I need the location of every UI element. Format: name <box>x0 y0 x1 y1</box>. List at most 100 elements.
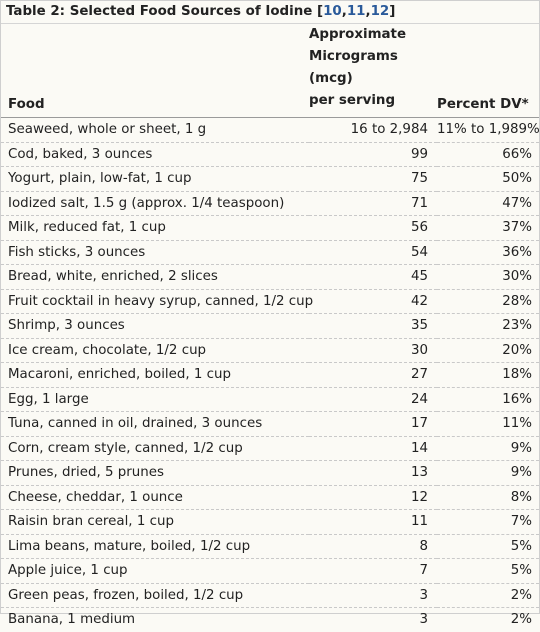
micrograms-cell: 11 <box>309 509 437 535</box>
table-row: Corn, cream style, canned, 1/2 cup 14 9% <box>1 436 539 461</box>
food-cell: Macaroni, enriched, boiled, 1 cup <box>1 362 309 388</box>
table-row: Macaroni, enriched, boiled, 1 cup 27 18% <box>1 362 539 388</box>
food-cell: Apple juice, 1 cup <box>1 558 309 584</box>
percent-dv-cell: 28% <box>437 289 539 314</box>
micrograms-cell: 99 <box>309 142 437 167</box>
food-cell: Egg, 1 large <box>1 387 309 412</box>
food-cell: Fish sticks, 3 ounces <box>1 240 309 265</box>
food-cell: Ice cream, chocolate, 1/2 cup <box>1 338 309 363</box>
micrograms-cell: 42 <box>309 289 437 314</box>
food-cell: Prunes, dried, 5 prunes <box>1 460 309 486</box>
percent-dv-cell: 5% <box>437 558 539 584</box>
percent-dv-cell: 2% <box>510 612 532 628</box>
food-cell: Yogurt, plain, low-fat, 1 cup <box>1 166 309 192</box>
micrograms-cell: 17 <box>309 411 437 437</box>
table-row: Cod, baked, 3 ounces 99 66% <box>1 142 539 167</box>
micrograms-cell: 71 <box>309 191 437 216</box>
percent-dv-cell: 37% <box>437 215 539 241</box>
reference-link-12[interactable]: 12 <box>370 4 390 19</box>
reference-link-10[interactable]: 10 <box>323 4 342 19</box>
food-cell: Cod, baked, 3 ounces <box>1 142 309 167</box>
micrograms-cell: 3 <box>309 583 437 608</box>
percent-dv-cell: 66% <box>437 142 539 167</box>
header-micrograms-line-3: per serving <box>309 93 396 108</box>
header-percent-dv: Percent DV* <box>437 24 539 118</box>
table-row: Bread, white, enriched, 2 slices 45 30% <box>1 264 539 290</box>
caption-suffix: ] <box>389 4 396 19</box>
food-cell: Shrimp, 3 ounces <box>1 313 309 339</box>
micrograms-cell: 56 <box>309 215 437 241</box>
food-cell: Seaweed, whole or sheet, 1 g <box>1 117 309 143</box>
micrograms-cell: 3 <box>419 612 428 628</box>
food-cell: Banana, 1 medium <box>8 612 136 628</box>
food-cell: Tuna, canned in oil, drained, 3 ounces <box>1 411 309 437</box>
table-row: Shrimp, 3 ounces 35 23% <box>1 313 539 339</box>
micrograms-cell: 13 <box>309 460 437 486</box>
table-row: Yogurt, plain, low-fat, 1 cup 75 50% <box>1 166 539 192</box>
table-row: Prunes, dried, 5 prunes 13 9% <box>1 460 539 486</box>
micrograms-cell: 8 <box>309 534 437 559</box>
table-row: Egg, 1 large 24 16% <box>1 387 539 412</box>
table-row: Iodized salt, 1.5 g (approx. 1/4 teaspoo… <box>1 191 539 216</box>
food-cell: Green peas, frozen, boiled, 1/2 cup <box>1 583 309 608</box>
percent-dv-cell: 16% <box>437 387 539 412</box>
table-row: Raisin bran cereal, 1 cup 11 7% <box>1 509 539 535</box>
food-cell: Fruit cocktail in heavy syrup, canned, 1… <box>1 289 313 314</box>
caption-title: Table 2: Selected Food Sources of Iodine… <box>6 4 324 19</box>
percent-dv-cell: 9% <box>437 460 539 486</box>
percent-dv-cell: 7% <box>437 509 539 535</box>
percent-dv-cell: 11% to 1,989% <box>437 117 540 143</box>
header-food: Food <box>1 24 309 118</box>
table-caption: Table 2: Selected Food Sources of Iodine… <box>1 1 539 24</box>
percent-dv-cell: 47% <box>437 191 539 216</box>
percent-dv-cell: 50% <box>437 166 539 192</box>
table-row: Tuna, canned in oil, drained, 3 ounces 17… <box>1 411 539 437</box>
percent-dv-cell: 30% <box>437 264 539 290</box>
table-row: Fish sticks, 3 ounces 54 36% <box>1 240 539 265</box>
table-row: Apple juice, 1 cup 7 5% <box>1 558 539 584</box>
micrograms-cell: 54 <box>309 240 437 265</box>
micrograms-cell: 24 <box>309 387 437 412</box>
percent-dv-cell: 5% <box>437 534 539 559</box>
micrograms-cell: 14 <box>309 436 437 461</box>
table-row: Green peas, frozen, boiled, 1/2 cup 3 2% <box>1 583 539 608</box>
header-micrograms: Approximate Micrograms (mcg) per serving <box>309 24 437 118</box>
table-row: Seaweed, whole or sheet, 1 g 16 to 2,984 1… <box>1 117 540 143</box>
food-cell: Corn, cream style, canned, 1/2 cup <box>1 436 309 461</box>
header-micrograms-line-2: Micrograms (mcg) <box>309 49 398 86</box>
table-row: Fruit cocktail in heavy syrup, canned, 1… <box>1 289 539 314</box>
table-row: Milk, reduced fat, 1 cup 56 37% <box>1 215 539 241</box>
micrograms-cell: 45 <box>309 264 437 290</box>
food-sources-table: Food Approximate Micrograms (mcg) per se… <box>1 24 540 632</box>
micrograms-cell: 30 <box>309 338 437 363</box>
food-cell: Milk, reduced fat, 1 cup <box>1 215 309 241</box>
percent-dv-cell: 9% <box>437 436 539 461</box>
table-row: Cheese, cheddar, 1 ounce 12 8% <box>1 485 539 510</box>
micrograms-cell: 7 <box>309 558 437 584</box>
header-micrograms-line-1: Approximate <box>309 27 407 42</box>
micrograms-cell: 16 to 2,984 <box>309 117 437 143</box>
table-body: Seaweed, whole or sheet, 1 g 16 to 2,984 1… <box>1 117 540 632</box>
percent-dv-cell: 2% <box>437 583 539 608</box>
table-header-row: Food Approximate Micrograms (mcg) per se… <box>1 24 539 118</box>
percent-dv-cell: 20% <box>437 338 539 363</box>
percent-dv-cell: 11% <box>437 411 539 437</box>
table-row: Banana, 1 medium 3 2% <box>1 608 539 632</box>
food-cell: Iodized salt, 1.5 g (approx. 1/4 teaspoo… <box>1 191 309 216</box>
micrograms-cell: 35 <box>309 313 437 339</box>
reference-link-11[interactable]: 11 <box>346 4 366 19</box>
table-row: Lima beans, mature, boiled, 1/2 cup 8 5% <box>1 534 539 559</box>
percent-dv-cell: 8% <box>437 485 539 510</box>
percent-dv-cell: 23% <box>437 313 539 339</box>
food-cell: Bread, white, enriched, 2 slices <box>1 264 309 290</box>
micrograms-cell: 75 <box>309 166 437 192</box>
percent-dv-cell: 36% <box>437 240 539 265</box>
food-cell: Raisin bran cereal, 1 cup <box>1 509 309 535</box>
table-row: Ice cream, chocolate, 1/2 cup 30 20% <box>1 338 539 363</box>
food-cell: Cheese, cheddar, 1 ounce <box>1 485 309 510</box>
food-cell: Lima beans, mature, boiled, 1/2 cup <box>1 534 309 559</box>
percent-dv-cell: 18% <box>437 362 539 388</box>
micrograms-cell: 12 <box>309 485 437 510</box>
micrograms-cell: 27 <box>309 362 437 388</box>
